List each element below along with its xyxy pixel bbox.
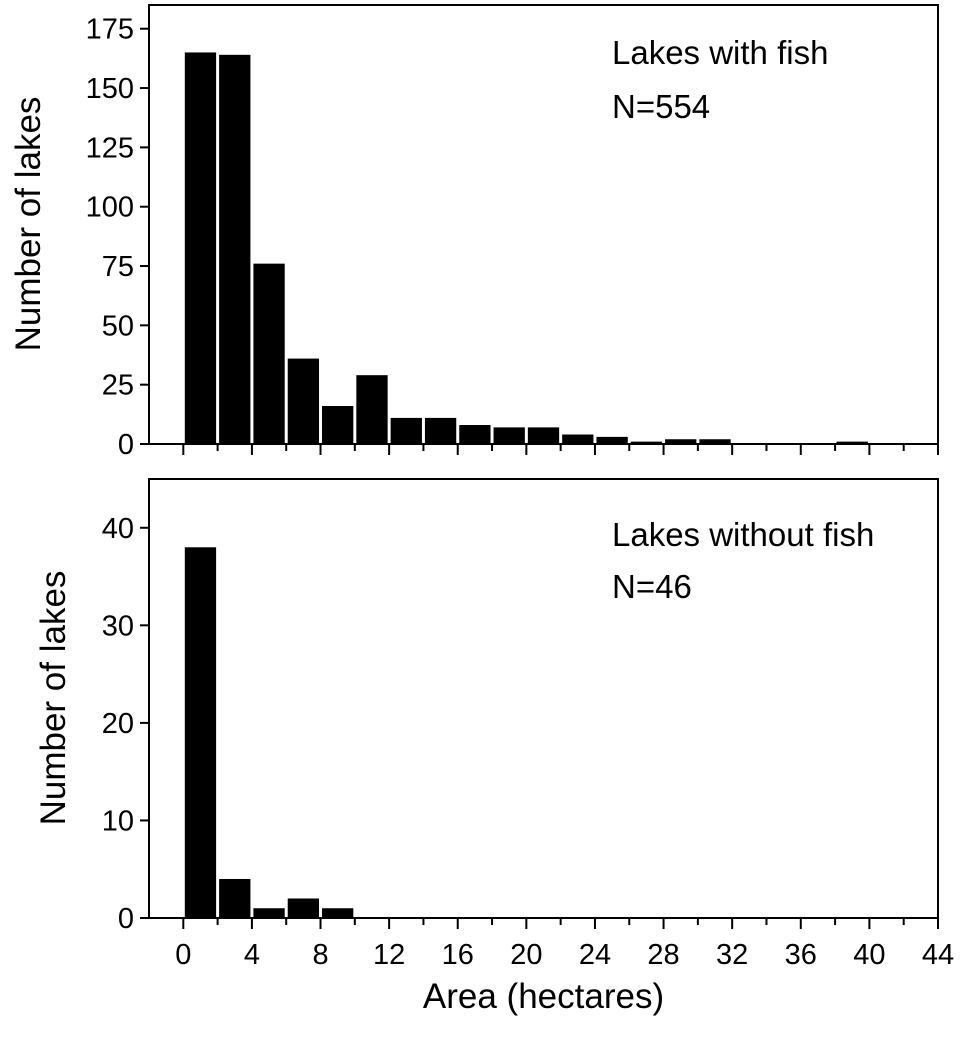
- panel-lakes-without-fish: 0 10 20 30 40 0 4 8 12 16 20 24 28 32 36 40 44 Number of …: [34, 478, 954, 1016]
- y-tick-label-175: 175: [86, 14, 134, 46]
- y-tick-label-75: 75: [102, 251, 134, 283]
- histogram-bar-6-8: [287, 358, 320, 444]
- y-tick-label-0: 0: [118, 429, 134, 461]
- x-tick-label-24: 24: [579, 939, 611, 971]
- histogram-bar-38-40: [836, 441, 868, 444]
- histogram-bar-10-12: [356, 375, 388, 444]
- x-tick-label-4: 4: [244, 939, 260, 971]
- x-tick-label-40: 40: [853, 939, 885, 971]
- y-tick-label-25: 25: [102, 370, 134, 402]
- panel-lakes-with-fish: 0 25 50 75 100 125 150 175 Number of lakes Lakes …: [9, 4, 939, 461]
- y-tick-label-20: 20: [102, 708, 134, 740]
- y-tick-label-30: 30: [102, 610, 134, 642]
- histogram-bar-6-8: [287, 898, 320, 918]
- histogram-bar-18-20: [493, 427, 525, 444]
- histogram-bar-4-6: [253, 263, 285, 444]
- x-tick-label-32: 32: [716, 939, 748, 971]
- histogram-bar-2-4: [219, 878, 251, 918]
- y-axis-label: Number of lakes: [9, 97, 48, 352]
- x-tick-label-8: 8: [312, 939, 328, 971]
- x-tick-label-44: 44: [922, 939, 954, 971]
- histogram-bar-0-2: [184, 547, 217, 918]
- x-tick-label-16: 16: [442, 939, 474, 971]
- x-tick-label-36: 36: [785, 939, 817, 971]
- y-tick-label-40: 40: [102, 513, 134, 545]
- x-tick-label-28: 28: [647, 939, 679, 971]
- plot-frame: [148, 4, 939, 445]
- x-axis-label: Area (hectares): [423, 977, 664, 1016]
- histogram-bar-0-2: [184, 52, 217, 444]
- x-tick-label-0: 0: [175, 939, 191, 971]
- histogram-bar-30-32: [699, 439, 731, 444]
- y-tick-label-100: 100: [86, 192, 134, 224]
- histogram-bar-22-24: [562, 434, 594, 444]
- histogram-bar-2-4: [219, 54, 251, 445]
- x-tick-label-20: 20: [510, 939, 542, 971]
- panel-annotation-count: N=46: [612, 568, 692, 605]
- panel-annotation-count: N=554: [612, 88, 710, 125]
- histogram-bar-28-30: [665, 439, 697, 444]
- panel-annotation-title: Lakes without fish: [612, 516, 874, 553]
- panel-annotation-title: Lakes with fish: [612, 34, 828, 71]
- y-tick-label-150: 150: [86, 73, 134, 105]
- histogram-bar-20-22: [527, 427, 560, 444]
- histogram-bar-8-10: [322, 406, 354, 444]
- y-tick-label-10: 10: [102, 805, 134, 837]
- plot-frame: [148, 478, 939, 919]
- histogram-bar-12-14: [390, 417, 422, 444]
- histogram-bar-14-16: [424, 417, 457, 444]
- y-tick-label-0: 0: [118, 903, 134, 935]
- histogram-bar-8-10: [322, 908, 354, 918]
- histogram-bar-26-28: [630, 441, 663, 444]
- y-tick-label-125: 125: [86, 132, 134, 164]
- x-tick-label-12: 12: [373, 939, 405, 971]
- y-axis-label: Number of lakes: [34, 571, 73, 826]
- histogram-bar-24-26: [596, 436, 628, 444]
- y-tick-label-50: 50: [102, 310, 134, 342]
- histogram-bar-16-18: [459, 425, 491, 444]
- histogram-bar-4-6: [253, 908, 285, 918]
